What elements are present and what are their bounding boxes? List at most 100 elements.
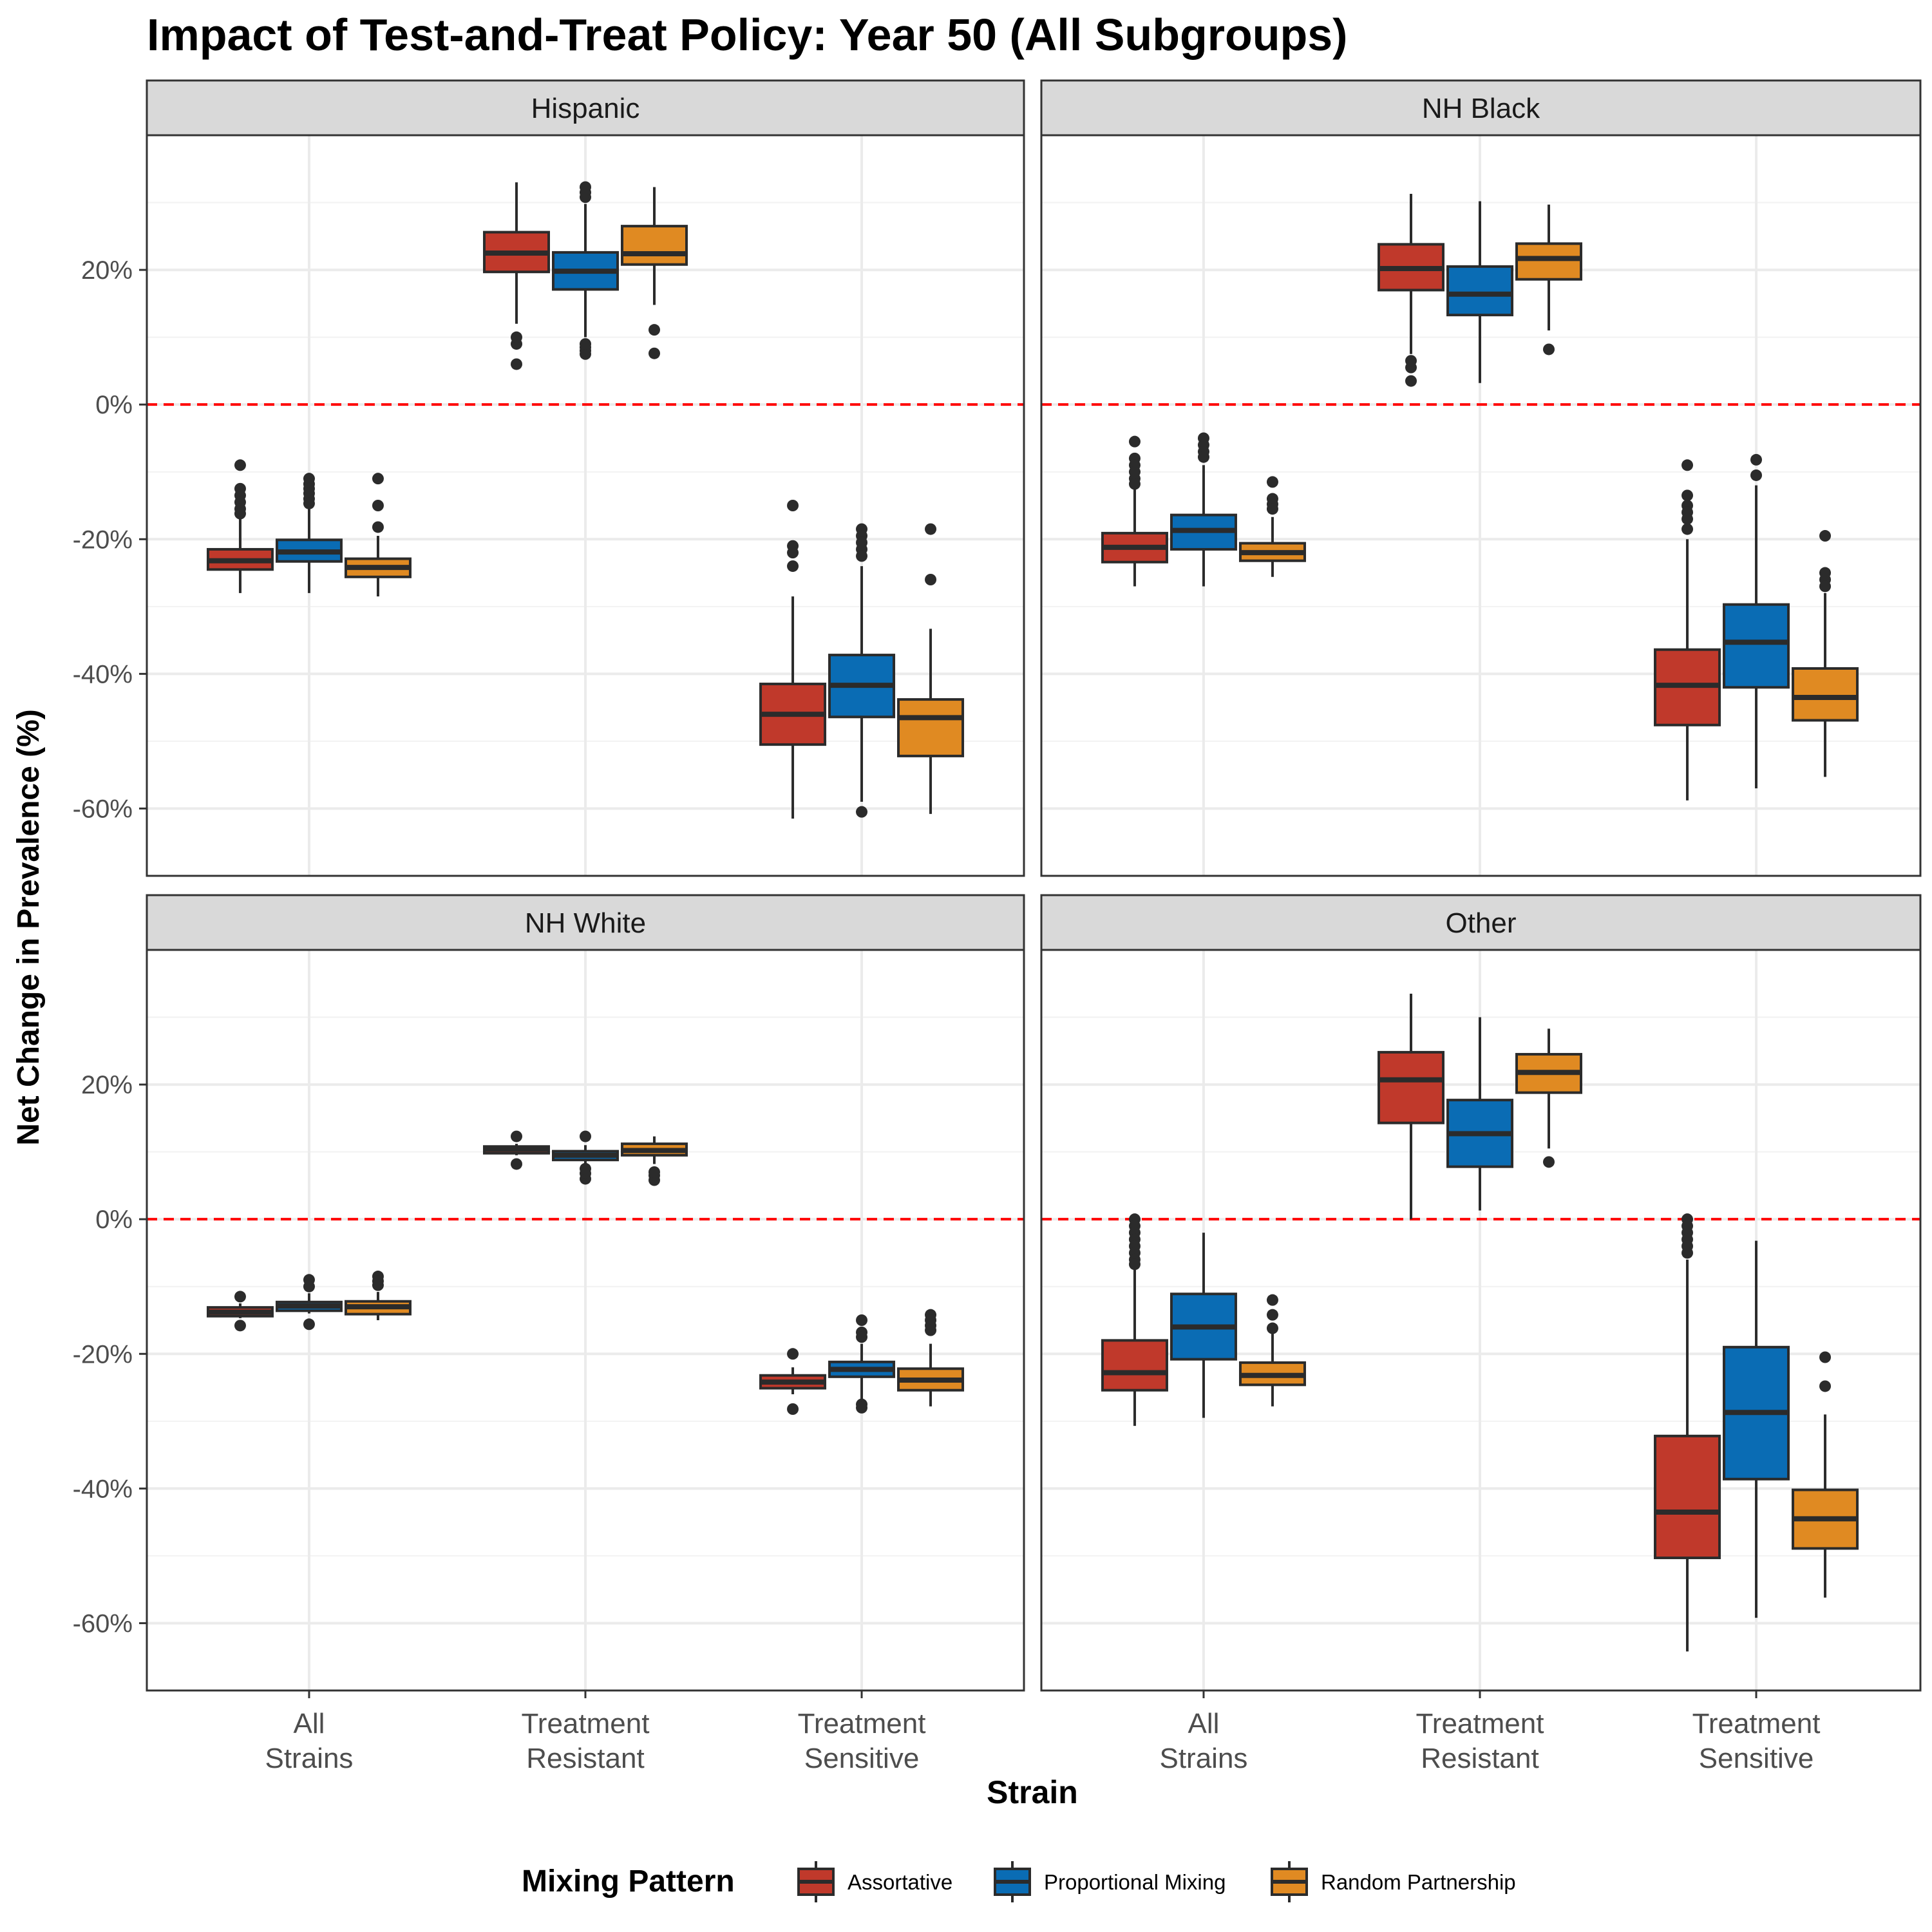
outlier-point	[511, 331, 522, 343]
panel-nh-black: NH Black	[1040, 79, 1922, 877]
strip-background	[146, 894, 1025, 951]
outlier-point	[925, 1324, 937, 1336]
outlier-point	[1405, 355, 1417, 367]
outlier-point	[303, 1318, 315, 1331]
iqr-box	[1446, 265, 1513, 317]
legend-label: Random Partnership	[1321, 1870, 1516, 1894]
strip-label: NH White	[525, 907, 646, 939]
x-tick-label: Resistant	[526, 1743, 644, 1774]
y-tick-label: -60%	[73, 1609, 133, 1638]
box-random-partnership	[344, 1271, 412, 1320]
iqr-box	[897, 698, 965, 757]
box-assortative	[1654, 1213, 1721, 1652]
x-tick-label: Sensitive	[804, 1743, 920, 1774]
strip-label: Other	[1445, 907, 1516, 939]
x-tick-label: Resistant	[1421, 1743, 1539, 1774]
box-assortative	[1378, 993, 1444, 1220]
x-tick-label: Treatment	[1416, 1708, 1544, 1739]
box-proportional-mixing	[1170, 1233, 1237, 1418]
outlier-point	[856, 550, 868, 562]
y-tick-label: 20%	[81, 1071, 133, 1099]
x-tick-label: Treatment	[1692, 1708, 1821, 1739]
strip-label: NH Black	[1422, 93, 1540, 124]
legend-label: Assortative	[848, 1870, 952, 1894]
outlier-point	[649, 347, 660, 359]
strip-label: Hispanic	[531, 93, 640, 124]
outlier-point	[303, 1280, 315, 1293]
outlier-point	[925, 574, 937, 585]
legend-entry-proportional-mixing: Proportional Mixing	[994, 1861, 1226, 1902]
outlier-point	[925, 523, 937, 535]
panel-border	[146, 134, 1025, 877]
x-tick-label: Strains	[265, 1743, 353, 1774]
box-random-partnership	[897, 1309, 965, 1406]
box-random-partnership	[1792, 530, 1859, 777]
box-proportional-mixing	[1446, 201, 1513, 383]
outlier-point	[372, 1279, 384, 1291]
outlier-point	[1750, 469, 1763, 481]
iqr-box	[1654, 1434, 1721, 1560]
outlier-point	[372, 473, 384, 485]
outlier-point	[787, 500, 799, 511]
box-proportional-mixing	[828, 1314, 896, 1414]
outlier-point	[1543, 343, 1555, 355]
outlier-point	[1128, 1258, 1141, 1271]
y-tick-label: 0%	[95, 1206, 133, 1234]
box-assortative	[759, 500, 827, 819]
outlier-point	[1819, 580, 1832, 592]
legend-entry-random-partnership: Random Partnership	[1271, 1861, 1516, 1902]
outlier-point	[856, 1401, 868, 1414]
box-random-partnership	[897, 523, 965, 814]
outlier-point	[1197, 451, 1209, 463]
outlier-point	[1266, 1309, 1278, 1321]
y-tick-label: -60%	[73, 795, 133, 823]
box-assortative	[1378, 193, 1444, 387]
box-proportional-mixing	[552, 181, 619, 360]
outlier-point	[372, 500, 384, 511]
outlier-point	[1819, 1380, 1832, 1392]
outlier-point	[649, 1166, 660, 1178]
box-random-partnership	[1792, 1351, 1859, 1598]
outlier-point	[856, 1314, 868, 1326]
outlier-point	[1681, 489, 1694, 502]
outlier-point	[649, 324, 660, 336]
x-tick-label: Treatment	[522, 1708, 650, 1739]
box-random-partnership	[344, 473, 412, 597]
box-assortative	[483, 1130, 550, 1170]
y-tick-label: 0%	[95, 391, 133, 419]
outlier-point	[1681, 1247, 1694, 1259]
outlier-point	[1128, 435, 1141, 448]
outlier-point	[1266, 476, 1278, 488]
outlier-point	[1819, 530, 1832, 542]
box-assortative	[1654, 459, 1721, 800]
strip-background	[146, 79, 1025, 137]
box-proportional-mixing	[1723, 1240, 1790, 1618]
panel-nh-white: NH White 20% 0% -20% -40% -60% All Strains Treat…	[73, 894, 1025, 1774]
box-random-partnership	[1515, 204, 1582, 355]
outlier-point	[580, 338, 591, 350]
iqr-box	[1792, 667, 1859, 722]
outlier-point	[1681, 523, 1694, 535]
outlier-point	[1405, 375, 1417, 387]
iqr-box	[1515, 242, 1582, 281]
outlier-point	[234, 1320, 246, 1332]
chart-title: Impact of Test-and-Treat Policy: Year 50…	[147, 10, 1347, 60]
outlier-point	[1750, 453, 1763, 466]
box-assortative	[1101, 435, 1168, 587]
box-assortative	[759, 1348, 827, 1415]
box-proportional-mixing	[552, 1130, 619, 1185]
outlier-point	[787, 547, 799, 559]
panel-other: Other All Strains Treatment Resistant Treatme…	[1040, 894, 1922, 1774]
iqr-box	[1101, 1339, 1168, 1392]
y-axis-title: Net Change in Prevalence (%)	[12, 709, 46, 1146]
iqr-box	[1378, 1050, 1444, 1124]
legend-entry-assortative: Assortative	[797, 1861, 952, 1902]
y-tick-label: -40%	[73, 1475, 133, 1503]
outlier-point	[1819, 1351, 1832, 1363]
outlier-point	[1128, 478, 1141, 490]
outlier-point	[511, 1158, 522, 1170]
outlier-point	[580, 181, 591, 193]
box-proportional-mixing	[275, 473, 343, 593]
outlier-point	[234, 507, 246, 520]
